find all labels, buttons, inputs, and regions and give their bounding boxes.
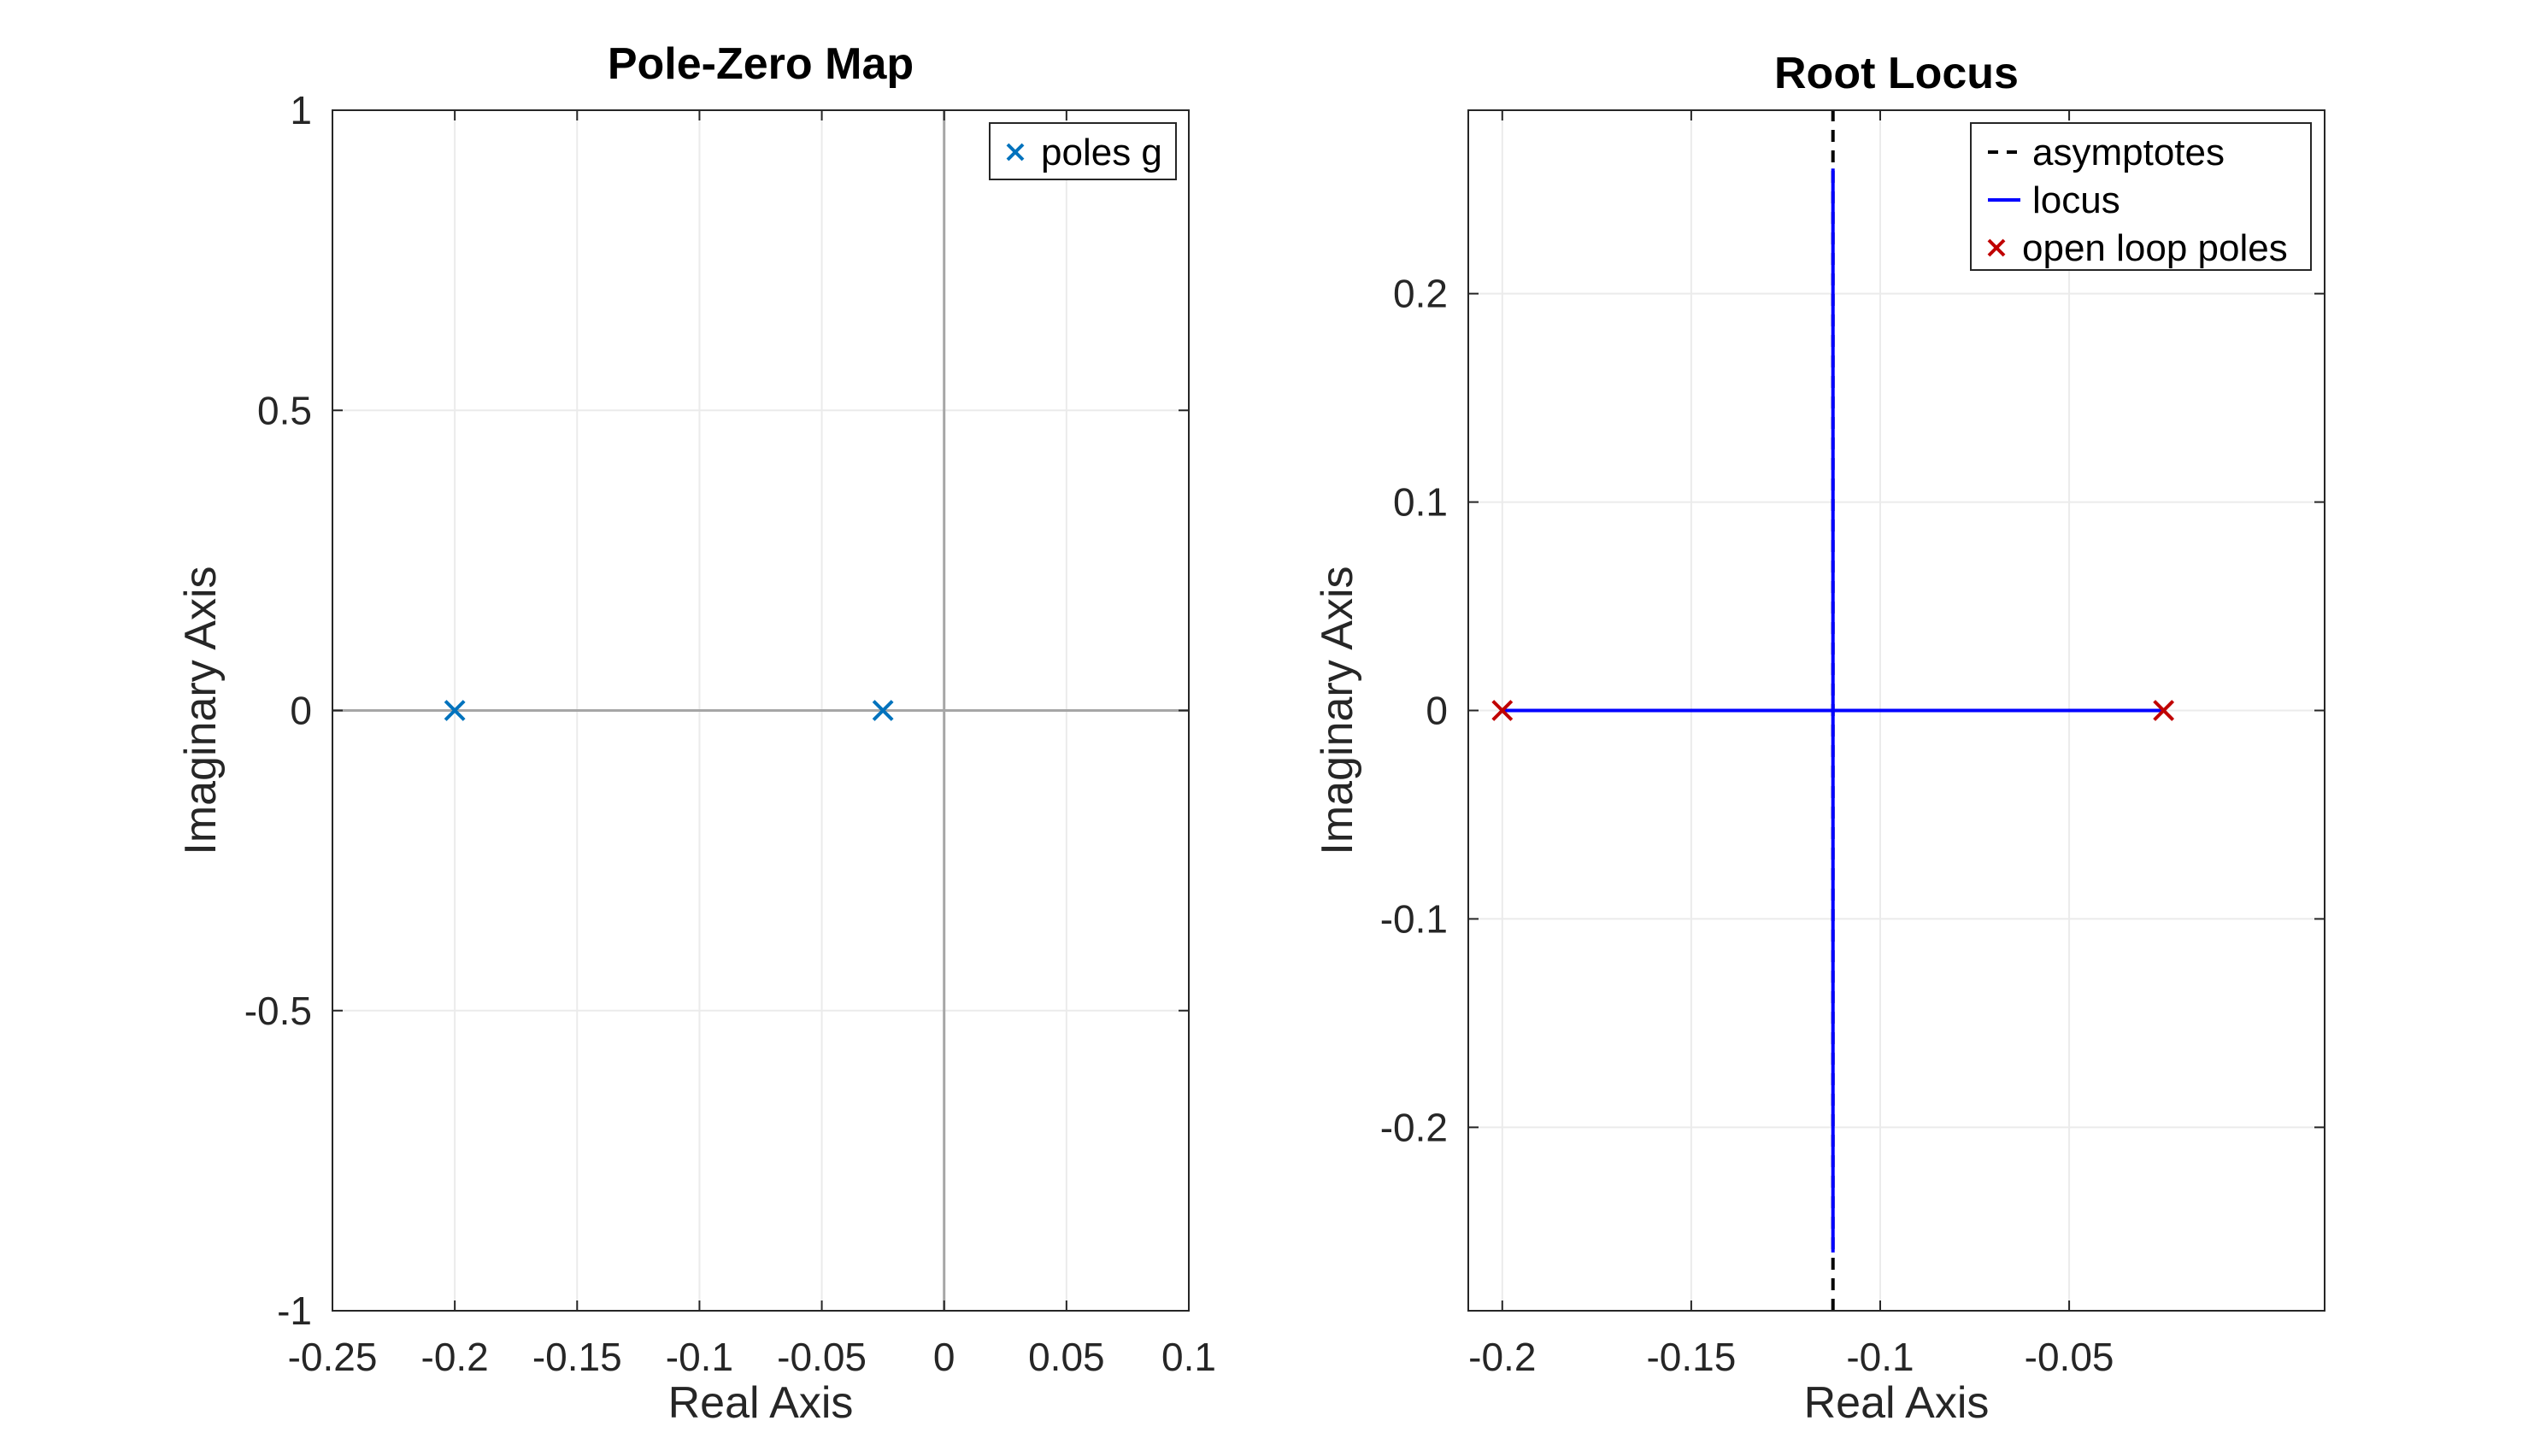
y-ticks: -1 -0.5 0 0.5 1	[244, 88, 1189, 1333]
pole-marker-stroke-b	[2153, 700, 2175, 721]
legend-cross-icon	[1006, 143, 1025, 161]
x-tick-label: 0	[933, 1335, 955, 1379]
series-locus	[1502, 168, 2164, 1253]
plot-pole-zero-map: -0.25 -0.2 -0.15 -0.1 -0.05 0 0.05 0.1 -1 -0.5 0 0.…	[176, 39, 1216, 1428]
pole-marker-stroke-b	[1491, 700, 1514, 721]
x-tick-label: -0.2	[1468, 1335, 1536, 1379]
x-tick-label: -0.15	[1646, 1335, 1736, 1379]
legend-label: locus	[2032, 179, 2120, 221]
legend-item: asymptotes	[1988, 132, 2225, 173]
legend-item: open loop poles	[1987, 227, 2288, 269]
y-axis-label: Imaginary Axis	[176, 566, 226, 854]
y-tick-label: -0.2	[1380, 1105, 1448, 1149]
pole-marker-stroke-b	[872, 700, 894, 721]
y-tick-label: 0	[290, 689, 312, 733]
y-tick-label: -1	[277, 1289, 312, 1333]
legend-label: asymptotes	[2032, 132, 2225, 173]
y-ticks: -0.2 -0.1 0 0.1 0.2	[1380, 272, 2325, 1149]
x-tick-label: 0.05	[1028, 1335, 1105, 1379]
y-tick-label: -0.5	[244, 989, 312, 1033]
x-tick-label: -0.2	[421, 1335, 489, 1379]
x-ticks: -0.25 -0.2 -0.15 -0.1 -0.05 0 0.05 0.1	[288, 110, 1216, 1379]
pole-marker	[872, 700, 894, 721]
legend-box	[1970, 122, 2312, 271]
legend-label: poles g	[1041, 132, 1162, 173]
x-tick-label: -0.05	[2025, 1335, 2114, 1379]
y-tick-label: -0.1	[1380, 896, 1448, 941]
y-tick-label: 0.1	[1393, 480, 1448, 525]
pole-marker	[1491, 700, 1514, 721]
legend-box	[989, 122, 1177, 180]
legend: poles g	[989, 122, 1177, 180]
y-tick-label: 0	[1426, 689, 1448, 733]
legend-item: locus	[1988, 179, 2120, 221]
pole-marker	[444, 700, 466, 721]
legend-label: open loop poles	[2022, 227, 2288, 269]
pole-marker	[2153, 700, 2175, 721]
x-axis-label: Real Axis	[668, 1378, 854, 1428]
legend-cross-icon	[1987, 238, 2006, 257]
legend-cross-icon-stroke-b	[1987, 238, 2006, 257]
plot-root-locus: -0.2 -0.15 -0.1 -0.05 -0.2 -0.1 0 0.1 0.2 Root Lo…	[1313, 49, 2325, 1428]
series-open-loop-poles	[1491, 700, 2175, 721]
legend-cross-icon-stroke-b	[1006, 143, 1025, 161]
y-axis-label: Imaginary Axis	[1313, 566, 1362, 854]
chart-title: Pole-Zero Map	[608, 39, 914, 89]
x-tick-label: -0.05	[777, 1335, 867, 1379]
x-axis-label: Real Axis	[1804, 1378, 1990, 1428]
series-poles-g	[444, 700, 894, 721]
x-tick-label: -0.1	[666, 1335, 733, 1379]
x-ticks: -0.2 -0.15 -0.1 -0.05	[1468, 110, 2114, 1379]
legend-item: poles g	[1006, 132, 1162, 173]
y-tick-label: 1	[290, 88, 312, 132]
x-tick-label: -0.25	[288, 1335, 378, 1379]
pole-marker-stroke-b	[444, 700, 466, 721]
x-tick-label: 0.1	[1161, 1335, 1216, 1379]
chart-title: Root Locus	[1774, 49, 2019, 98]
x-tick-label: -0.1	[1846, 1335, 1914, 1379]
y-tick-label: 0.5	[257, 388, 312, 432]
legend: asymptotes locus open loop poles	[1970, 122, 2312, 271]
x-tick-label: -0.15	[532, 1335, 622, 1379]
y-tick-label: 0.2	[1393, 272, 1448, 316]
